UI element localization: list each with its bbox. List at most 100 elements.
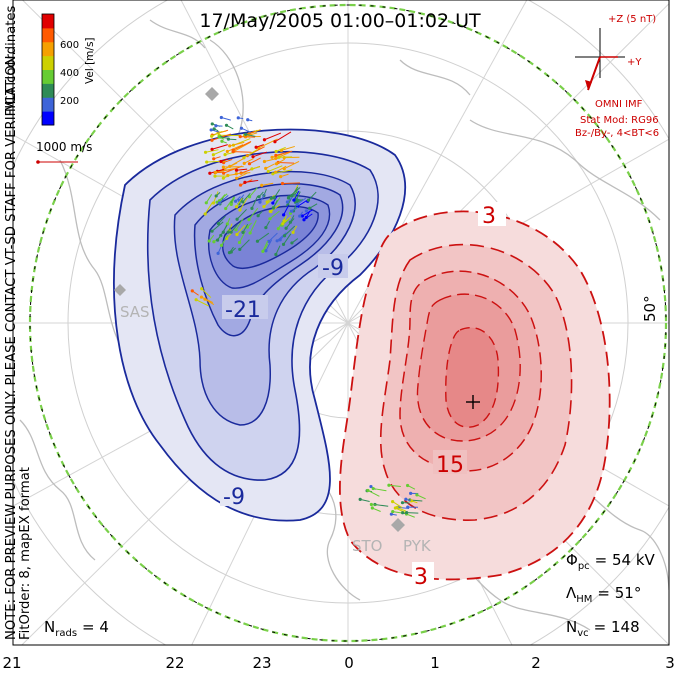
- velocity-vector: [282, 182, 300, 184]
- velocity-vector-origin: [415, 493, 419, 497]
- fit-order-note: FitOrder: 8, mapEX format: [18, 467, 33, 640]
- velocity-vector-origin: [271, 206, 275, 210]
- velocity-vector-origin: [234, 172, 238, 176]
- velocity-vector: [268, 165, 283, 172]
- velocity-vector: [406, 512, 419, 514]
- velocity-vector: [275, 146, 286, 152]
- velocity-vector-origin: [210, 122, 214, 126]
- velocity-vector: [216, 193, 228, 203]
- velocity-vector-origin: [290, 241, 294, 245]
- velocity-vector-origin: [236, 116, 240, 120]
- velocity-vector-origin: [275, 239, 279, 243]
- velocity-vector: [249, 157, 261, 165]
- velocity-vector-origin: [216, 221, 220, 226]
- velocity-vector-origin: [214, 170, 218, 174]
- velocity-vector-origin: [216, 251, 220, 255]
- velocity-vector-origin: [282, 213, 286, 217]
- velocity-vector-origin: [209, 128, 213, 132]
- velocity-vector: [236, 172, 251, 175]
- mlt-tick: 22: [165, 654, 184, 672]
- velocity-vector-origin: [404, 510, 409, 515]
- velocity-vector-origin: [306, 198, 311, 202]
- heppner-maynard-boundary: [28, 3, 668, 643]
- velocity-vector: [251, 195, 259, 209]
- positive-potential-cell: [338, 210, 611, 581]
- velocity-vector-origin: [262, 138, 267, 142]
- radar-stations: SAS STO PYK: [114, 87, 432, 555]
- imf-model: Stat Mod: RG96: [580, 115, 659, 126]
- mlt-tick: 23: [252, 654, 271, 672]
- stat-n-rads: Nrads = 4: [44, 618, 109, 639]
- velocity-vector: [396, 506, 407, 512]
- velocity-vector-origin: [276, 227, 280, 231]
- velocity-vector-origin: [220, 139, 224, 143]
- velocity-vector-origin: [395, 505, 399, 510]
- velocity-vector-origin: [273, 140, 277, 144]
- velocity-vector-origin: [210, 147, 214, 151]
- velocity-vector-origin: [210, 134, 214, 138]
- velocity-vector: [392, 501, 403, 508]
- preview-note: NOTE: FOR PREVIEW PURPOSES ONLY. PLEASE …: [4, 51, 19, 640]
- velocity-vector-origin: [286, 196, 291, 200]
- velocity-vector-origin: [242, 161, 246, 165]
- velocity-vector: [293, 190, 300, 201]
- velocity-vector: [273, 189, 281, 199]
- velocity-vector-origin: [265, 200, 269, 204]
- velocity-vector-origin: [210, 138, 214, 142]
- velocity-vector-origin: [358, 497, 362, 501]
- velocity-vector-origin: [289, 209, 294, 213]
- stat-lambda-hm: ΛHM = 51°: [566, 584, 641, 605]
- velocity-vector: [297, 200, 307, 207]
- latitude-label: 50°: [641, 295, 659, 322]
- velocity-vector-origin: [235, 217, 239, 221]
- colorbar-swatch: [42, 83, 54, 98]
- contour-label: -21: [225, 298, 261, 323]
- velocity-vector-origin: [207, 239, 211, 243]
- velocity-vector-origin: [401, 511, 405, 515]
- station-label-pyk: PYK: [403, 537, 432, 555]
- imf-y-label: +Y: [627, 57, 642, 68]
- station-marker: [114, 284, 126, 296]
- velocity-vector-origin: [370, 506, 374, 510]
- velocity-vector-origin: [294, 197, 298, 201]
- velocity-colorbar: 600 400 200 Vel [m/s]: [41, 13, 96, 126]
- velocity-vector: [209, 168, 225, 174]
- velocity-vector-origin: [257, 146, 261, 150]
- mlt-tick: 1: [430, 654, 440, 672]
- velocity-vector-origin: [243, 180, 247, 184]
- velocity-vector-origin: [271, 201, 275, 205]
- velocity-vector: [269, 210, 280, 220]
- velocity-vector: [249, 220, 257, 234]
- velocity-vector-origin: [304, 215, 308, 220]
- velocity-vector-origin: [228, 164, 232, 168]
- velocity-vector: [281, 145, 295, 151]
- velocity-vector-origin: [268, 217, 272, 221]
- colorbar-swatch: [42, 69, 54, 84]
- velocity-vector-origin: [226, 230, 230, 234]
- velocity-vector: [248, 207, 259, 220]
- velocity-vector: [302, 209, 313, 217]
- velocity-vector: [223, 165, 243, 174]
- velocity-vector: [296, 197, 306, 205]
- velocity-vector-origin: [223, 153, 227, 157]
- velocity-vector: [227, 144, 244, 152]
- velocity-vector-origin: [268, 209, 272, 214]
- velocity-vector: [241, 127, 251, 133]
- velocity-vector: [236, 172, 248, 179]
- velocity-vector-origin: [264, 166, 268, 171]
- colorbar-tick: 600: [60, 40, 79, 51]
- imf-condition: Bz-/By-, 4<BT<6: [575, 128, 659, 139]
- velocity-vector-origin: [271, 172, 275, 176]
- velocity-vector: [264, 157, 280, 162]
- velocity-vector-origin: [214, 124, 218, 128]
- velocity-vector-origin: [391, 510, 395, 514]
- velocity-vector-origin: [391, 500, 395, 504]
- velocity-vector: [236, 224, 246, 235]
- velocity-vector-origin: [277, 155, 281, 159]
- velocity-vector-origin: [308, 206, 312, 210]
- mlt-tick: 0: [344, 654, 354, 672]
- velocity-vector-origin: [266, 169, 270, 174]
- velocity-vector: [259, 193, 266, 203]
- velocity-vector-origin: [211, 153, 215, 157]
